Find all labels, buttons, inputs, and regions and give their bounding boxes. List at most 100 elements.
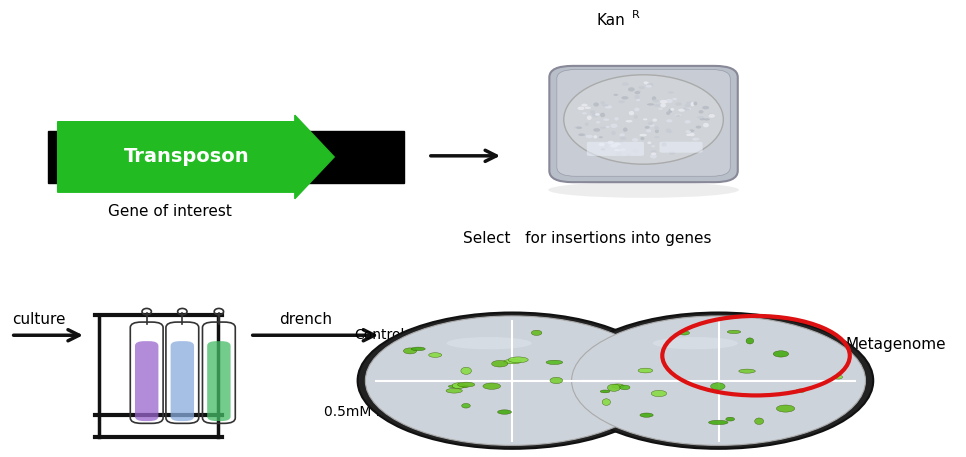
Ellipse shape <box>675 114 681 116</box>
Ellipse shape <box>667 119 672 122</box>
Ellipse shape <box>611 131 615 135</box>
Ellipse shape <box>702 106 709 109</box>
Ellipse shape <box>666 99 672 103</box>
Ellipse shape <box>696 116 704 118</box>
Ellipse shape <box>619 385 630 390</box>
Ellipse shape <box>686 108 691 110</box>
FancyBboxPatch shape <box>586 142 644 156</box>
Ellipse shape <box>703 118 710 121</box>
Ellipse shape <box>739 369 755 373</box>
FancyBboxPatch shape <box>135 341 158 421</box>
Ellipse shape <box>564 313 873 449</box>
Ellipse shape <box>655 129 659 133</box>
Ellipse shape <box>639 134 647 136</box>
Ellipse shape <box>644 82 649 85</box>
Ellipse shape <box>691 102 695 106</box>
Ellipse shape <box>668 131 672 133</box>
Text: 0.5mM BTH: 0.5mM BTH <box>325 405 405 420</box>
Ellipse shape <box>693 138 699 140</box>
Ellipse shape <box>483 383 500 389</box>
Ellipse shape <box>595 113 600 116</box>
Bar <box>48 131 405 183</box>
Ellipse shape <box>574 127 580 128</box>
Ellipse shape <box>653 337 738 349</box>
Ellipse shape <box>572 316 866 446</box>
Ellipse shape <box>546 360 562 365</box>
Ellipse shape <box>654 136 660 138</box>
Ellipse shape <box>606 106 611 108</box>
Ellipse shape <box>834 375 842 379</box>
Ellipse shape <box>640 137 644 140</box>
FancyBboxPatch shape <box>207 341 231 421</box>
FancyArrow shape <box>58 115 334 199</box>
Ellipse shape <box>611 124 617 128</box>
Ellipse shape <box>696 126 701 128</box>
Ellipse shape <box>678 109 685 112</box>
Ellipse shape <box>564 75 724 164</box>
Text: culture: culture <box>13 312 66 327</box>
Ellipse shape <box>666 128 671 133</box>
Ellipse shape <box>796 389 806 393</box>
Ellipse shape <box>615 152 622 155</box>
Ellipse shape <box>548 182 739 198</box>
Ellipse shape <box>604 105 609 107</box>
Ellipse shape <box>629 111 634 115</box>
Ellipse shape <box>754 418 763 425</box>
Text: Select   for insertions into genes: Select for insertions into genes <box>463 231 712 246</box>
Ellipse shape <box>669 151 675 154</box>
Ellipse shape <box>655 126 659 130</box>
Text: drench: drench <box>279 312 332 327</box>
Ellipse shape <box>508 357 528 363</box>
Ellipse shape <box>602 399 611 405</box>
Ellipse shape <box>550 377 562 383</box>
Ellipse shape <box>599 143 605 146</box>
Ellipse shape <box>614 143 621 145</box>
Ellipse shape <box>586 116 591 120</box>
Ellipse shape <box>672 98 677 100</box>
Ellipse shape <box>619 133 625 136</box>
Ellipse shape <box>636 99 640 101</box>
Ellipse shape <box>620 137 626 140</box>
Ellipse shape <box>632 149 639 153</box>
Ellipse shape <box>637 90 640 92</box>
Ellipse shape <box>621 96 629 100</box>
Ellipse shape <box>632 138 639 142</box>
Ellipse shape <box>639 413 653 417</box>
Ellipse shape <box>725 417 734 421</box>
Ellipse shape <box>618 100 625 103</box>
Ellipse shape <box>604 118 610 121</box>
Ellipse shape <box>660 100 668 104</box>
Ellipse shape <box>585 135 593 138</box>
Ellipse shape <box>628 87 635 91</box>
Ellipse shape <box>649 124 655 127</box>
Text: Transposon: Transposon <box>124 148 249 166</box>
FancyBboxPatch shape <box>556 69 730 176</box>
Ellipse shape <box>584 106 591 109</box>
Ellipse shape <box>626 154 631 156</box>
Ellipse shape <box>727 330 741 334</box>
Ellipse shape <box>611 144 617 148</box>
Ellipse shape <box>668 109 672 113</box>
Text: R: R <box>633 11 640 21</box>
Ellipse shape <box>668 91 673 94</box>
Ellipse shape <box>614 117 618 121</box>
Ellipse shape <box>596 121 601 123</box>
Ellipse shape <box>777 405 795 412</box>
Ellipse shape <box>357 313 667 449</box>
Ellipse shape <box>582 112 587 114</box>
Ellipse shape <box>531 330 542 335</box>
Text: Control: Control <box>355 328 405 342</box>
Ellipse shape <box>582 104 587 106</box>
Ellipse shape <box>600 127 607 128</box>
Ellipse shape <box>675 102 682 106</box>
Ellipse shape <box>658 108 663 110</box>
Ellipse shape <box>646 85 652 88</box>
Ellipse shape <box>647 103 654 106</box>
Ellipse shape <box>652 118 657 122</box>
Ellipse shape <box>585 122 589 126</box>
Ellipse shape <box>593 128 600 132</box>
Ellipse shape <box>648 122 653 125</box>
Ellipse shape <box>683 107 687 110</box>
Ellipse shape <box>593 102 599 106</box>
Ellipse shape <box>614 149 620 151</box>
